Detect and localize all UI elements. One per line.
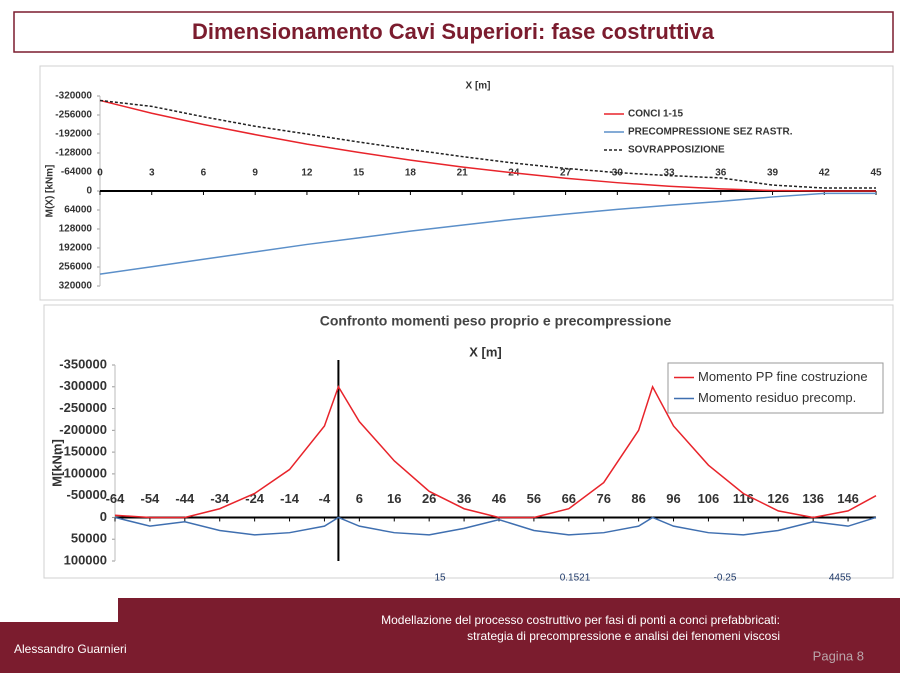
series-line <box>99 99 876 192</box>
x-tick-label: 86 <box>631 491 645 506</box>
x-tick-label: 26 <box>422 491 436 506</box>
x-tick-label: 106 <box>698 491 720 506</box>
x-tick-label: 21 <box>457 168 469 179</box>
slide-title: Dimensionamento Cavi Superiori: fase cos… <box>192 19 715 44</box>
x-tick-label: 116 <box>733 491 754 506</box>
y-tick-label: 0 <box>86 186 92 197</box>
x-tick-label: 126 <box>767 491 789 506</box>
footer-author: Alessandro Guarnieri <box>14 642 127 656</box>
x-tick-label: -14 <box>280 491 300 506</box>
legend-label: Momento PP fine costruzione <box>698 369 868 384</box>
x-tick-label: -64 <box>106 491 126 506</box>
x-tick-label: 56 <box>527 491 541 506</box>
x-tick-label: 18 <box>405 168 417 179</box>
fragment: -0.25 <box>714 573 737 584</box>
series-line <box>99 192 876 275</box>
y-tick-label: -64000 <box>61 167 93 178</box>
x-tick-label: 6 <box>356 491 363 506</box>
y-tick-label: -256000 <box>55 110 92 121</box>
x-tick-label: 45 <box>870 168 882 179</box>
x-tick-label: 46 <box>492 491 506 506</box>
x-tick-label: 96 <box>666 491 680 506</box>
x-tick-label: -44 <box>175 491 195 506</box>
y-tick-label: -320000 <box>55 91 92 102</box>
chart-title: Confronto momenti peso proprio e precomp… <box>320 313 672 329</box>
legend-label: SOVRAPPOSIZIONE <box>628 145 725 156</box>
x-tick-label: 36 <box>715 168 727 179</box>
y-tick-label: 50000 <box>71 531 107 546</box>
x-tick-label: 39 <box>767 168 779 179</box>
y-axis-label: M(X) [kNm] <box>45 165 56 218</box>
y-tick-label: 128000 <box>59 224 93 235</box>
x-tick-label: 15 <box>353 168 365 179</box>
x-tick-label: 42 <box>819 168 831 179</box>
x-tick-label: 3 <box>149 168 155 179</box>
chart-box <box>43 304 894 579</box>
x-tick-label: 27 <box>560 168 572 179</box>
series-line <box>114 516 877 536</box>
y-tick-label: 256000 <box>59 262 93 273</box>
x-tick-label: 136 <box>802 491 824 506</box>
y-tick-label: 64000 <box>64 205 92 216</box>
y-tick-label: -300000 <box>59 378 107 393</box>
footer-description: Modellazione del processo costruttivo pe… <box>381 613 780 643</box>
x-axis-label: X [m] <box>466 81 491 92</box>
legend-label: CONCI 1-15 <box>628 109 683 120</box>
legend-label: PRECOMPRESSIONE SEZ RASTR. <box>628 127 793 138</box>
x-tick-label: -24 <box>245 491 265 506</box>
x-tick-label: 12 <box>301 168 313 179</box>
y-tick-label: -150000 <box>59 444 107 459</box>
x-tick-label: 36 <box>457 491 471 506</box>
x-tick-label: 66 <box>562 491 576 506</box>
y-tick-label: -50000 <box>67 487 107 502</box>
y-tick-label: -128000 <box>55 148 92 159</box>
series-line <box>114 384 877 519</box>
fragment: 0.1521 <box>560 573 591 584</box>
series-line <box>99 99 876 189</box>
fragment: 4455 <box>829 573 852 584</box>
x-tick-label: 9 <box>252 168 258 179</box>
legend-box <box>667 362 884 414</box>
x-tick-label: -54 <box>141 491 161 506</box>
x-tick-label: 33 <box>664 168 676 179</box>
y-tick-label: -200000 <box>59 422 107 437</box>
y-tick-label: -350000 <box>59 356 107 371</box>
y-tick-label: -250000 <box>59 400 107 415</box>
x-tick-label: -4 <box>319 491 331 506</box>
fragment: 15 <box>434 573 446 584</box>
chart-box <box>39 65 894 301</box>
x-tick-label: 6 <box>201 168 207 179</box>
y-tick-label: 100000 <box>64 552 107 567</box>
legend-label: Momento residuo precomp. <box>698 390 856 405</box>
x-tick-label: -34 <box>210 491 230 506</box>
title-box <box>13 11 894 53</box>
x-axis-label: X [m] <box>469 344 502 359</box>
x-tick-label: 146 <box>837 491 859 506</box>
y-tick-label: 0 <box>100 509 107 524</box>
y-tick-label: -100000 <box>59 465 107 480</box>
y-tick-label: -192000 <box>55 129 92 140</box>
y-tick-label: 320000 <box>59 281 93 292</box>
x-tick-label: 16 <box>387 491 401 506</box>
y-axis-label: M[kNm] <box>49 439 64 487</box>
x-tick-label: 76 <box>596 491 610 506</box>
page-number: Pagina 8 <box>813 648 864 663</box>
footer-band <box>0 598 900 673</box>
y-tick-label: 192000 <box>59 243 93 254</box>
x-tick-label: 0 <box>97 168 103 179</box>
